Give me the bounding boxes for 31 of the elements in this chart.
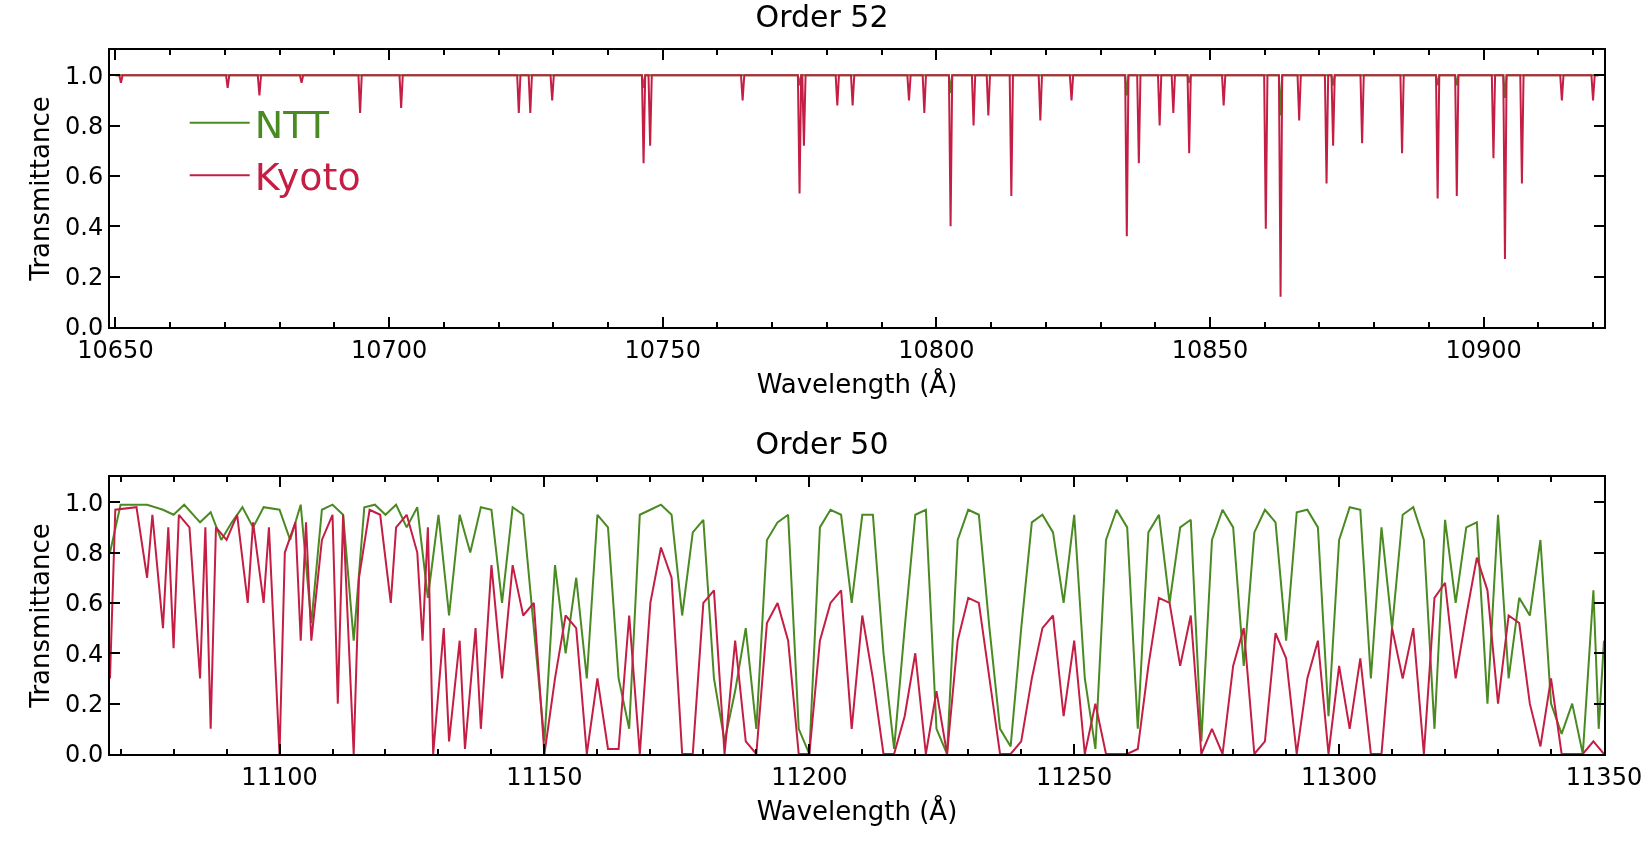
- x-tick-label: 10700: [350, 335, 428, 364]
- x-tick-label: 11150: [506, 762, 583, 791]
- legend-label: NTT: [254, 102, 330, 147]
- x-tick-label: 11350: [1565, 762, 1643, 791]
- y-tick-label: 0.6: [65, 589, 104, 618]
- y-tick-label: 1.0: [65, 488, 104, 517]
- y-axis-title: Transmittance: [24, 96, 55, 282]
- legend-label: Kyoto: [254, 154, 361, 199]
- y-tick-label: 0.6: [65, 162, 104, 191]
- y-tick-label: 0.4: [65, 639, 104, 668]
- x-tick-label: 10900: [1445, 335, 1522, 364]
- y-tick-label: 0.2: [65, 690, 104, 719]
- x-tick-label: 10650: [77, 335, 154, 364]
- x-tick-label: 11300: [1300, 762, 1378, 791]
- x-tick-label: 10850: [1171, 335, 1249, 364]
- x-tick-label: 10800: [898, 335, 975, 364]
- y-tick-label: 1.0: [65, 61, 104, 90]
- x-tick-label: 11100: [241, 762, 318, 791]
- y-tick-label: 0.2: [65, 263, 104, 292]
- x-tick-label: 11200: [771, 762, 848, 791]
- x-tick-label: 10750: [624, 335, 701, 364]
- chart-title: Order 52: [755, 0, 889, 35]
- y-axis-title: Transmittance: [24, 523, 55, 709]
- y-tick-label: 0.4: [65, 212, 104, 241]
- x-axis-title: Wavelength (Å): [756, 368, 958, 399]
- y-tick-label: 0.8: [65, 111, 104, 140]
- y-tick-label: 0.0: [65, 740, 104, 769]
- x-axis-title: Wavelength (Å): [756, 795, 958, 826]
- x-tick-label: 11250: [1036, 762, 1113, 791]
- chart-title: Order 50: [755, 426, 889, 462]
- y-tick-label: 0.8: [65, 538, 104, 567]
